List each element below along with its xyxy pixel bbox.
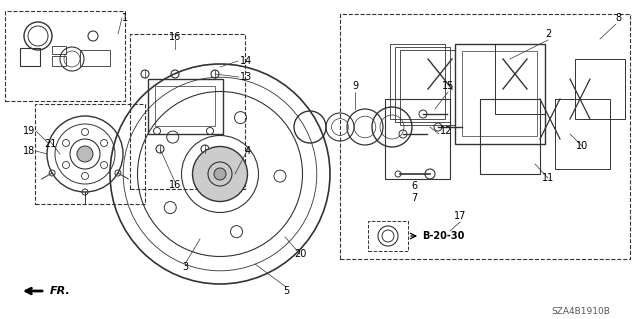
Text: 1: 1 bbox=[122, 13, 128, 23]
Bar bbox=[395, 47, 450, 122]
Bar bbox=[555, 99, 610, 169]
Circle shape bbox=[193, 146, 248, 202]
Bar bbox=[148, 79, 223, 134]
Text: FR.: FR. bbox=[50, 286, 71, 296]
Bar bbox=[390, 44, 445, 119]
Bar bbox=[80, 50, 110, 66]
Text: 8: 8 bbox=[615, 13, 621, 23]
Circle shape bbox=[214, 168, 226, 180]
Text: 15: 15 bbox=[442, 81, 454, 91]
Text: 16: 16 bbox=[169, 32, 181, 42]
Bar bbox=[575, 59, 625, 119]
Text: 21: 21 bbox=[44, 139, 56, 149]
Text: 7: 7 bbox=[411, 193, 417, 203]
Bar bbox=[20, 48, 40, 66]
Bar bbox=[385, 99, 450, 179]
Text: 14: 14 bbox=[240, 56, 252, 66]
Bar bbox=[52, 46, 66, 54]
Text: 16: 16 bbox=[169, 180, 181, 190]
Bar bbox=[455, 44, 545, 144]
Bar bbox=[130, 34, 245, 189]
Bar bbox=[5, 11, 125, 101]
Bar bbox=[52, 56, 66, 66]
Bar bbox=[400, 50, 455, 125]
Text: 13: 13 bbox=[240, 72, 252, 82]
Text: 5: 5 bbox=[283, 286, 289, 296]
Text: 18: 18 bbox=[23, 146, 35, 156]
Bar bbox=[462, 51, 537, 136]
Text: 20: 20 bbox=[294, 249, 306, 259]
Circle shape bbox=[77, 146, 93, 162]
Bar bbox=[480, 99, 540, 174]
Bar bbox=[368, 221, 408, 251]
Text: 11: 11 bbox=[542, 173, 554, 183]
Bar bbox=[340, 14, 630, 259]
Bar bbox=[35, 104, 145, 204]
Text: 6: 6 bbox=[411, 181, 417, 191]
Text: 9: 9 bbox=[352, 81, 358, 91]
Text: SZA4B1910B: SZA4B1910B bbox=[551, 307, 610, 315]
Text: 4: 4 bbox=[245, 146, 251, 156]
Text: B-20-30: B-20-30 bbox=[422, 231, 465, 241]
Text: 2: 2 bbox=[545, 29, 551, 39]
Bar bbox=[495, 44, 545, 114]
Text: 12: 12 bbox=[440, 126, 452, 136]
Text: 19: 19 bbox=[23, 126, 35, 136]
Bar bbox=[155, 86, 215, 126]
Text: 3: 3 bbox=[182, 262, 188, 272]
Text: 10: 10 bbox=[576, 141, 588, 151]
Text: 17: 17 bbox=[454, 211, 466, 221]
